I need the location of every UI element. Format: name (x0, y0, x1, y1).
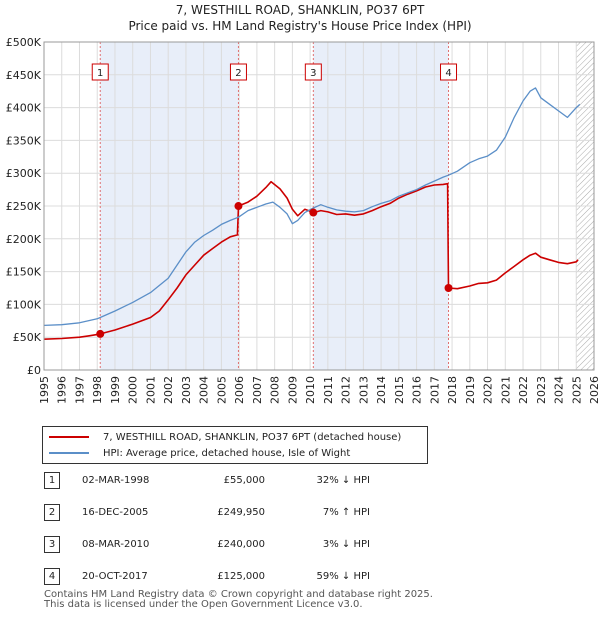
x-tick-label: 2010 (304, 376, 317, 404)
x-tick-label: 2009 (286, 376, 299, 404)
x-tick-label: 2013 (357, 376, 370, 404)
y-tick-label: £0 (27, 364, 41, 377)
x-tick-label: 2019 (464, 376, 477, 404)
sale-price: £249,950 (217, 507, 265, 518)
x-tick-label: 1995 (38, 376, 51, 404)
sale-row: 3 08-MAR-2010 £240,000 3% ↓ HPI (42, 536, 442, 553)
sale-number-box (304, 63, 322, 81)
x-tick-label: 2018 (446, 376, 459, 404)
legend-label-hpi: HPI: Average price, detached house, Isle… (103, 447, 351, 459)
footer-license: This data is licensed under the Open Gov… (44, 599, 363, 610)
x-tick-label: 2015 (393, 376, 406, 404)
y-tick-label: £250K (6, 200, 42, 213)
sale-number-badge: 2 (44, 504, 60, 521)
sale-hpi-relation: 59% ↓ HPI (316, 571, 370, 582)
y-tick-label: £400K (6, 102, 42, 115)
sale-number-box (91, 63, 109, 81)
sale-price: £125,000 (217, 571, 265, 582)
x-tick-label: 2000 (127, 376, 140, 404)
sale-number-label: 4 (445, 68, 451, 79)
sale-hpi-relation: 7% ↑ HPI (322, 507, 370, 518)
legend-label-property: 7, WESTHILL ROAD, SHANKLIN, PO37 6PT (de… (103, 431, 402, 443)
sale-price: £55,000 (223, 475, 265, 486)
x-tick-label: 2014 (375, 376, 388, 404)
legend-swatch-hpi (49, 452, 89, 454)
legend-swatch-property (49, 436, 89, 438)
sale-point (96, 329, 105, 338)
sale-point (309, 208, 318, 217)
x-tick-label: 2006 (233, 376, 246, 404)
y-tick-label: £150K (6, 266, 42, 279)
sale-date: 20-OCT-2017 (82, 571, 148, 582)
x-tick-label: 2024 (553, 376, 566, 404)
sale-date: 02-MAR-1998 (82, 475, 150, 486)
y-tick-label: £450K (6, 69, 42, 82)
x-tick-label: 2025 (570, 376, 583, 404)
chart-subtitle: Price paid vs. HM Land Registry's House … (128, 19, 472, 33)
sale-number-box (229, 63, 247, 81)
x-tick-label: 2002 (162, 376, 175, 404)
y-tick-label: £100K (6, 298, 42, 311)
x-tick-label: 2003 (180, 376, 193, 404)
y-tick-label: £500K (6, 36, 42, 49)
sale-point (234, 202, 243, 211)
x-tick-label: 2021 (499, 376, 512, 404)
x-tick-label: 2012 (340, 376, 353, 404)
footer-copyright: Contains HM Land Registry data © Crown c… (44, 589, 433, 600)
sale-number-badge: 3 (44, 536, 60, 553)
sale-date: 16-DEC-2005 (82, 507, 149, 518)
x-tick-label: 1997 (73, 376, 86, 404)
sale-number-badge: 4 (44, 568, 60, 585)
sale-number-box (440, 63, 458, 81)
x-tick-label: 2023 (535, 376, 548, 404)
x-tick-label: 1999 (109, 376, 122, 404)
property-price-line (43, 180, 579, 340)
chart-title: 7, WESTHILL ROAD, SHANKLIN, PO37 6PT (175, 3, 425, 17)
legend: 7, WESTHILL ROAD, SHANKLIN, PO37 6PT (de… (42, 426, 428, 464)
sale-date: 08-MAR-2010 (82, 539, 150, 550)
sale-number-label: 3 (310, 68, 316, 79)
sale-hpi-relation: 3% ↓ HPI (322, 539, 370, 550)
price-chart: £0 £50K £100K £150K £200K £250K £300K £350K £400… (6, 36, 600, 404)
x-tick-label: 2004 (198, 376, 211, 404)
y-tick-label: £300K (6, 167, 42, 180)
legend-item-property: 7, WESTHILL ROAD, SHANKLIN, PO37 6PT (de… (49, 429, 401, 445)
y-tick-label: £50K (13, 331, 42, 344)
footer: Contains HM Land Registry data © Crown c… (44, 590, 433, 610)
x-tick-label: 2022 (517, 376, 530, 404)
x-tick-label: 2020 (482, 376, 495, 404)
plot-frame (43, 41, 595, 371)
sale-number-label: 2 (235, 68, 241, 79)
x-tick-label: 2016 (411, 376, 424, 404)
x-tick-label: 2026 (588, 376, 600, 404)
x-tick-label: 2001 (144, 376, 157, 404)
hpi-line (43, 87, 581, 327)
y-tick-label: £350K (6, 134, 42, 147)
sale-row: 2 16-DEC-2005 £249,950 7% ↑ HPI (42, 504, 442, 521)
sale-hpi-relation: 32% ↓ HPI (316, 475, 370, 486)
x-tick-label: 1998 (91, 376, 104, 404)
x-tick-label: 1996 (56, 376, 69, 404)
y-tick-label: £200K (6, 233, 42, 246)
x-tick-label: 2005 (215, 376, 228, 404)
sale-number-badge: 1 (44, 472, 60, 489)
sale-number-label: 1 (97, 68, 103, 79)
sale-price: £240,000 (217, 539, 265, 550)
x-tick-label: 2011 (322, 376, 335, 404)
x-tick-label: 2007 (251, 376, 264, 404)
sale-row: 4 20-OCT-2017 £125,000 59% ↓ HPI (42, 568, 442, 585)
sale-point (444, 284, 453, 292)
sale-row: 1 02-MAR-1998 £55,000 32% ↓ HPI (42, 472, 442, 489)
x-tick-label: 2017 (428, 376, 441, 404)
legend-item-hpi: HPI: Average price, detached house, Isle… (49, 445, 350, 461)
x-tick-label: 2008 (269, 376, 282, 404)
